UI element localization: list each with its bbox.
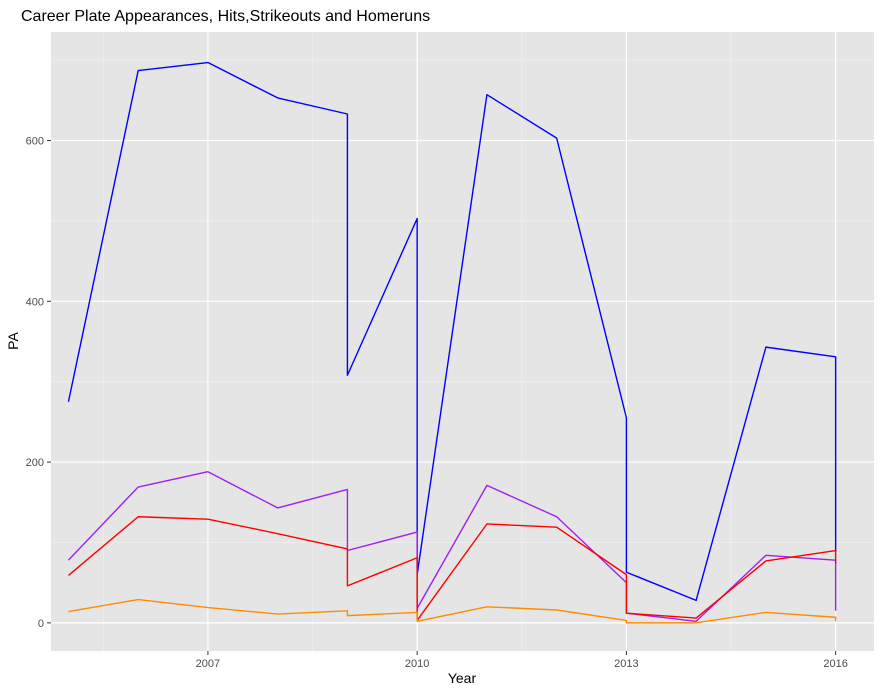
y-tick-label: 600 bbox=[26, 136, 44, 148]
y-tick-label: 400 bbox=[26, 296, 44, 308]
x-tick-label: 2016 bbox=[823, 658, 847, 670]
x-tick-label: 2007 bbox=[196, 658, 220, 670]
series-lines bbox=[67, 61, 837, 624]
x-tick-label: 2013 bbox=[614, 658, 638, 670]
y-tick-label: 0 bbox=[38, 618, 44, 630]
chart-title: Career Plate Appearances, Hits,Strikeout… bbox=[21, 8, 430, 25]
y-axis: 0 200 400 600 bbox=[26, 136, 51, 630]
y-tick-label: 200 bbox=[26, 457, 44, 469]
y-axis-label: PA bbox=[5, 332, 21, 350]
minor-gridlines bbox=[51, 32, 874, 651]
series-line-1 bbox=[67, 61, 837, 602]
plot-panel bbox=[51, 32, 874, 651]
x-axis-label: Year bbox=[448, 670, 477, 686]
series-line-3 bbox=[67, 516, 837, 622]
x-tick-label: 2010 bbox=[405, 658, 429, 670]
series-line-4 bbox=[68, 598, 837, 624]
x-axis: 2007 2010 2013 2016 bbox=[196, 651, 848, 670]
series-line-2 bbox=[67, 471, 837, 622]
